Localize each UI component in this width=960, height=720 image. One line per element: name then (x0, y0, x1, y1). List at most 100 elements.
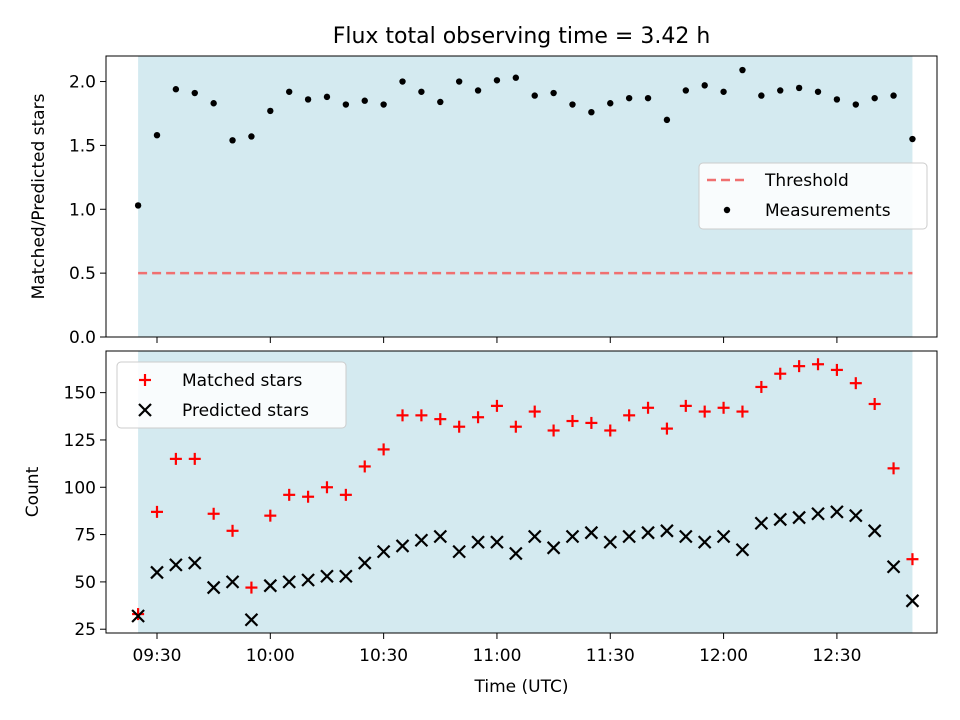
matched-point (377, 443, 390, 456)
cross-stroke-b (187, 556, 202, 570)
matched-point (245, 581, 258, 594)
measurement-point (607, 100, 614, 107)
predicted-point (339, 569, 353, 583)
cross-stroke-b (433, 529, 448, 544)
predicted-point (244, 612, 259, 627)
measurement-point (758, 92, 765, 99)
matched-point (679, 399, 692, 412)
cross-stroke-b (697, 535, 712, 549)
legend-predicted-label: Predicted stars (182, 401, 309, 421)
matched-point (660, 422, 673, 435)
legend-predicted-marker (138, 403, 152, 417)
measurement-point (569, 101, 576, 108)
top-y-ticks: 0.0 0.5 1.0 1.5 2.0 (69, 73, 106, 348)
measurement-point (153, 131, 161, 139)
matched-point (490, 399, 503, 412)
measurement-point (625, 94, 633, 102)
matched-point (793, 360, 806, 373)
measurement-point (134, 202, 142, 209)
measurement-point (663, 116, 671, 124)
measurement-point (890, 92, 897, 99)
predicted-point (697, 535, 712, 549)
legend-measurements-swatch (723, 206, 731, 214)
predicted-point (546, 541, 561, 555)
cross-stroke-b (490, 535, 504, 549)
cross-stroke-b (641, 525, 655, 540)
bottom-y-tick-label: 125 (64, 431, 96, 451)
measurement-point (739, 66, 746, 74)
measurement-point (210, 100, 217, 107)
chart-title: Flux total observing time = 3.42 h (333, 24, 711, 49)
matched-point (774, 367, 787, 380)
cross-stroke-b (792, 510, 806, 525)
measurement-point (588, 109, 595, 116)
predicted-point (622, 529, 636, 544)
matched-point (472, 411, 485, 424)
cross-stroke-b (376, 544, 391, 559)
measurement-point (531, 92, 538, 99)
bottom-legend: Matched stars Predicted stars (116, 361, 347, 429)
x-tick-label: 11:30 (586, 646, 635, 666)
predicted-point (565, 529, 580, 544)
bottom-y-tick-label: 150 (64, 384, 96, 404)
top-axes-frame (105, 55, 938, 338)
predicted-point (357, 556, 372, 570)
top-y-tick-label: 0.5 (69, 264, 96, 284)
cross-stroke-b (867, 524, 882, 538)
measurement-point (229, 137, 236, 144)
measurement-point (720, 88, 727, 95)
measurement-point (399, 78, 406, 85)
measurement-point (342, 101, 350, 108)
matched-point (547, 424, 560, 437)
top-legend-box (698, 162, 928, 230)
cross-stroke-b (206, 580, 221, 595)
matched-point (283, 488, 296, 501)
bottom-axes-frame (105, 350, 938, 634)
matched-point (150, 505, 163, 518)
predicted-point (282, 575, 296, 589)
cross-stroke-b (225, 575, 240, 589)
legend-predicted-swatch (138, 403, 152, 417)
bottom-y-tick-label: 25 (74, 620, 96, 640)
matched-point (453, 420, 466, 433)
bottom-y-ticks: 25 50 75 100 125 150 (64, 384, 106, 640)
cross-stroke-b (452, 544, 466, 559)
bottom-y-tick-label: 75 (74, 526, 96, 546)
predicted-point (792, 510, 806, 525)
cross-stroke-b (339, 569, 353, 583)
bottom-x-ticks: 09:30 10:00 10:30 11:00 11:30 12:00 12:30 (132, 633, 861, 666)
predicted-point (376, 544, 391, 559)
top-panel: 0.0 0.5 1.0 1.5 2.0 Flux total observing tim… (29, 24, 938, 348)
cross-stroke-b (395, 539, 410, 553)
matched-point (528, 405, 541, 418)
predicted-point (187, 556, 202, 570)
matched-point (906, 553, 919, 566)
cross-stroke-b (660, 524, 674, 538)
top-legend: Threshold Measurements (698, 162, 928, 230)
measurement-point (909, 135, 916, 143)
predicted-point (301, 573, 315, 587)
measurement-point (474, 87, 482, 94)
matched-point (849, 377, 862, 390)
cross-stroke-b (565, 529, 580, 544)
predicted-point (395, 539, 410, 553)
measurements-series (134, 66, 916, 209)
matched-point (302, 490, 315, 503)
x-tick-label: 11:00 (472, 646, 521, 666)
matched-point (717, 401, 730, 414)
measurement-point (380, 101, 387, 108)
predicted-point (754, 516, 769, 531)
matched-point (415, 409, 428, 422)
legend-measurements-label: Measurements (765, 201, 891, 221)
cross-stroke-b (716, 529, 731, 544)
predicted-point (886, 559, 901, 574)
predicted-point (320, 569, 334, 583)
predicted-point (206, 580, 221, 595)
predicted-point (603, 535, 618, 549)
cross-stroke-b (546, 541, 561, 555)
measurement-point (550, 89, 557, 97)
measurement-point (437, 98, 444, 106)
measurement-point (323, 93, 331, 101)
bottom-y-tick-label: 100 (64, 478, 96, 498)
cross-stroke-b (754, 516, 769, 531)
